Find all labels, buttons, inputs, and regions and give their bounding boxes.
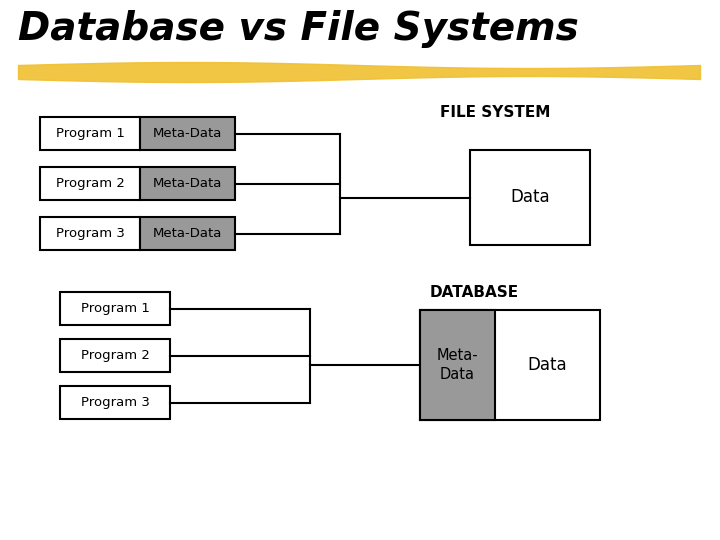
Bar [140, 217, 235, 250]
Text: Program 2: Program 2 [55, 177, 125, 190]
Bar [40, 117, 140, 150]
Bar [40, 167, 140, 200]
Bar [470, 150, 590, 245]
Bar [420, 310, 600, 420]
Bar [420, 310, 495, 420]
Text: Program 3: Program 3 [81, 396, 150, 409]
Text: Database vs File Systems: Database vs File Systems [18, 10, 579, 48]
Text: Program 1: Program 1 [55, 127, 125, 140]
Bar [140, 167, 235, 200]
Bar [60, 386, 170, 419]
Text: DATABASE: DATABASE [430, 285, 519, 300]
Text: FILE SYSTEM: FILE SYSTEM [440, 105, 550, 120]
Text: Program 1: Program 1 [81, 302, 150, 315]
Bar [60, 339, 170, 372]
Text: Data: Data [510, 188, 550, 206]
Text: Meta-Data: Meta-Data [153, 177, 222, 190]
Bar [40, 217, 140, 250]
Text: Program 2: Program 2 [81, 349, 150, 362]
Text: Meta-Data: Meta-Data [153, 127, 222, 140]
Text: Data: Data [528, 356, 567, 374]
Bar [60, 292, 170, 325]
Bar [140, 117, 235, 150]
Text: Program 3: Program 3 [55, 227, 125, 240]
Text: Meta-Data: Meta-Data [153, 227, 222, 240]
Text: Meta-
Data: Meta- Data [437, 348, 478, 382]
